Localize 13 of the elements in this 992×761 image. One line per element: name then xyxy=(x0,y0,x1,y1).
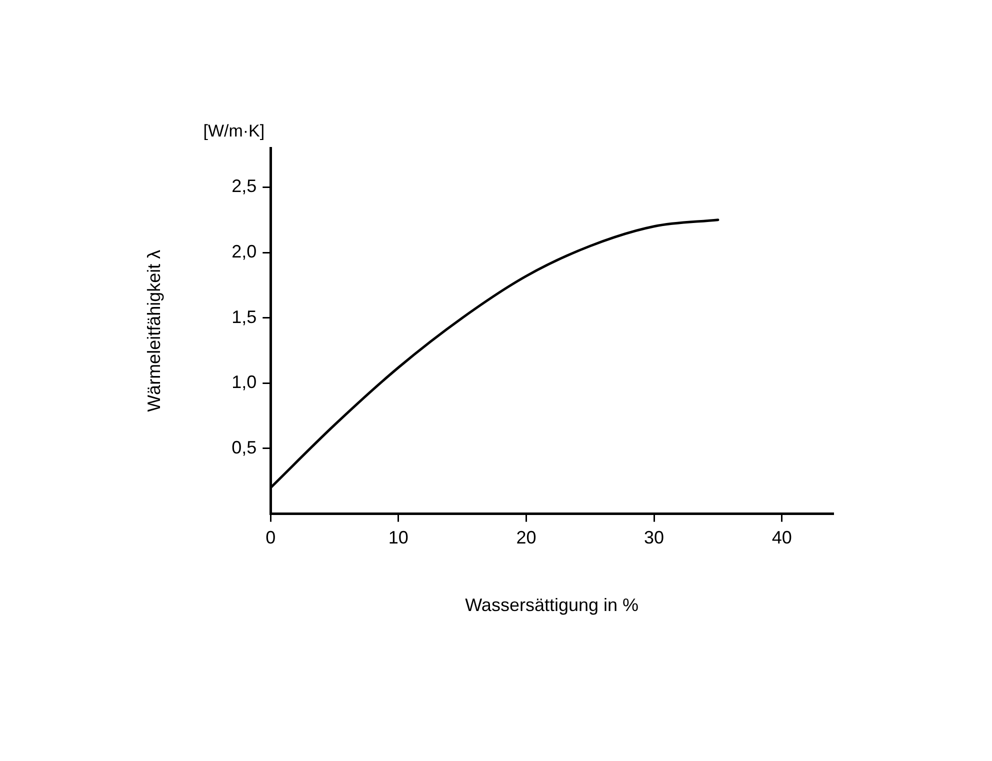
x-tick-label: 0 xyxy=(266,528,276,548)
text: [W/m·K] xyxy=(203,122,265,141)
y-axis-title: Wärmeleitfähigkeit λ xyxy=(144,250,164,412)
y-tick-label: 1,0 xyxy=(232,372,257,392)
y-tick-label: 2,0 xyxy=(232,241,257,262)
x-axis-title: Wassersättigung in % xyxy=(465,595,639,616)
x-tick-label: 10 xyxy=(388,528,408,548)
y-tick-label: 2,5 xyxy=(232,176,257,196)
y-tick-label: 1,5 xyxy=(232,306,257,327)
x-tick-label: 20 xyxy=(516,528,536,548)
y-tick-label: 0,5 xyxy=(232,437,257,458)
x-tick-label: 30 xyxy=(644,528,664,548)
x-tick-label: 40 xyxy=(772,528,792,548)
